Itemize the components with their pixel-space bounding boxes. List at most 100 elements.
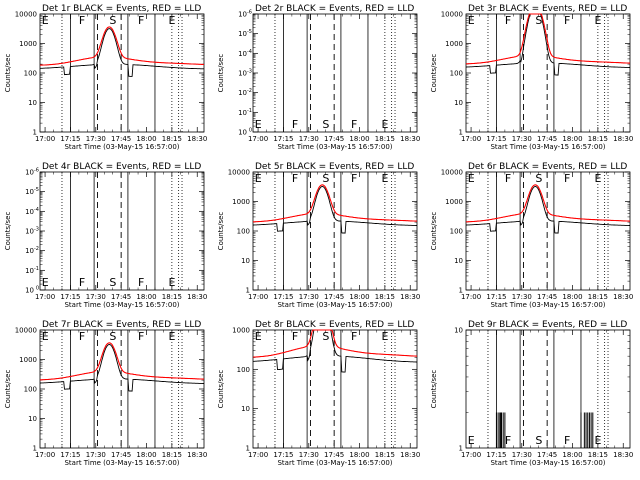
y-tick-exponent: 0 [249, 128, 252, 134]
series-events-line [40, 344, 204, 392]
chart-panel-6: Det 6r BLACK = Events, RED = LLD 1 10 100 10… [430, 162, 633, 309]
x-tick-label: 18:00 [136, 451, 156, 459]
x-tick-label: 18:15 [375, 293, 395, 301]
y-tick-label: 10 [238, 109, 247, 117]
segment-letter: E [381, 118, 388, 131]
series-lld-line [253, 184, 417, 223]
y-tick-label: 100 [24, 386, 37, 394]
x-tick-label: 18:15 [162, 451, 182, 459]
x-tick-label: 18:30 [400, 135, 420, 143]
y-tick-label: 1 [33, 445, 37, 453]
segment-letter: F [505, 172, 511, 185]
segment-letter: F [79, 276, 85, 289]
x-tick-label: 18:30 [187, 135, 207, 143]
segment-letter: F [79, 330, 85, 343]
x-tick-label: 17:45 [111, 293, 131, 301]
chart-panel-1: Det 1r BLACK = Events, RED = LLD 1 10 100 10… [4, 4, 207, 151]
y-tick-exponent: -5 [34, 187, 39, 193]
panel-title: Det 2r BLACK = Events, RED = LLD [255, 4, 414, 14]
y-tick-label: 10 [25, 188, 34, 196]
x-tick-label: 17:45 [537, 135, 557, 143]
segment-letter: S [322, 330, 329, 343]
segment-letter: S [535, 434, 542, 447]
x-tick-label: 17:30 [86, 135, 106, 143]
segment-letter: S [109, 330, 116, 343]
x-axis-label: Start Time (03-May-15 16:57:00) [64, 459, 179, 467]
y-tick-label: 10 [238, 70, 247, 78]
x-tick-label: 18:15 [375, 451, 395, 459]
x-tick-label: 18:00 [562, 451, 582, 459]
plot-frame [39, 171, 205, 291]
y-tick-exponent: -2 [247, 88, 252, 94]
x-axis-label: Start Time (03-May-15 16:57:00) [64, 301, 179, 309]
x-axis-label: Start Time (03-May-15 16:57:00) [277, 459, 392, 467]
segment-letter: F [564, 434, 570, 447]
x-tick-label: 18:00 [349, 135, 369, 143]
x-axis-label: Start Time (03-May-15 16:57:00) [490, 301, 605, 309]
segment-letter: F [351, 172, 357, 185]
y-tick-exponent: -3 [247, 69, 252, 75]
y-axis-label: Counts/sec [430, 54, 438, 93]
segment-letter: S [322, 172, 329, 185]
segment-letter: E [594, 172, 601, 185]
x-axis-label: Start Time (03-May-15 16:57:00) [277, 143, 392, 151]
y-tick-label: 100 [237, 366, 250, 374]
segment-letter: E [168, 14, 175, 27]
y-tick-exponent: -1 [34, 266, 39, 272]
y-tick-exponent: -6 [34, 168, 39, 174]
y-axis-label: Counts/sec [4, 212, 12, 251]
panel-title: Det 1r BLACK = Events, RED = LLD [42, 4, 201, 14]
y-tick-label: 10000 [441, 11, 463, 19]
series-events-line [39, 28, 204, 77]
x-tick-label: 17:00 [248, 451, 268, 459]
y-axis-label: Counts/sec [4, 54, 12, 93]
segment-letter: E [468, 172, 475, 185]
panel-title: Det 8r BLACK = Events, RED = LLD [255, 320, 414, 330]
y-tick-label: 10 [25, 169, 34, 177]
x-tick-label: 18:15 [162, 293, 182, 301]
plot-frame [465, 329, 631, 449]
y-axis-label: Counts/sec [217, 54, 225, 93]
segment-letter: E [42, 14, 49, 27]
x-tick-label: 18:15 [375, 135, 395, 143]
panel-title: Det 7r BLACK = Events, RED = LLD [42, 320, 201, 330]
x-tick-label: 18:00 [562, 293, 582, 301]
y-tick-label: 10 [25, 228, 34, 236]
x-tick-label: 17:30 [86, 451, 106, 459]
segment-letter: S [535, 14, 542, 27]
segment-letter: E [594, 14, 601, 27]
y-tick-label: 10 [454, 327, 463, 335]
x-tick-label: 18:00 [136, 135, 156, 143]
x-tick-label: 18:00 [349, 293, 369, 301]
chart-panel-8: Det 8r BLACK = Events, RED = LLD 1 10 100 10… [217, 320, 420, 467]
y-tick-exponent: -6 [247, 10, 252, 16]
x-tick-label: 17:30 [512, 451, 532, 459]
chart-panel-5: Det 5r BLACK = Events, RED = LLD 1 10 100 10… [217, 162, 420, 309]
x-tick-label: 18:00 [349, 451, 369, 459]
y-tick-label: 1000 [19, 40, 37, 48]
x-tick-label: 17:30 [299, 451, 319, 459]
y-tick-label: 10 [28, 415, 37, 423]
x-tick-label: 17:00 [461, 135, 481, 143]
y-tick-label: 10 [25, 208, 34, 216]
segment-letter: E [255, 330, 262, 343]
y-tick-exponent: -4 [247, 49, 252, 55]
x-tick-label: 17:00 [248, 135, 268, 143]
segment-letter: F [292, 330, 298, 343]
segment-letter: F [79, 14, 85, 27]
series-lld-line [466, 13, 630, 65]
segment-letter: F [138, 330, 144, 343]
x-tick-label: 17:00 [461, 451, 481, 459]
y-tick-label: 10 [241, 257, 250, 265]
y-tick-label: 100 [450, 70, 463, 78]
x-tick-label: 17:30 [86, 293, 106, 301]
y-tick-label: 1 [459, 445, 463, 453]
y-tick-label: 1 [33, 129, 37, 137]
x-axis-label: Start Time (03-May-15 16:57:00) [490, 143, 605, 151]
x-tick-label: 18:00 [136, 293, 156, 301]
segment-letter: F [564, 14, 570, 27]
y-tick-label: 1 [246, 445, 250, 453]
segment-letter: F [505, 14, 511, 27]
x-tick-label: 18:30 [400, 293, 420, 301]
